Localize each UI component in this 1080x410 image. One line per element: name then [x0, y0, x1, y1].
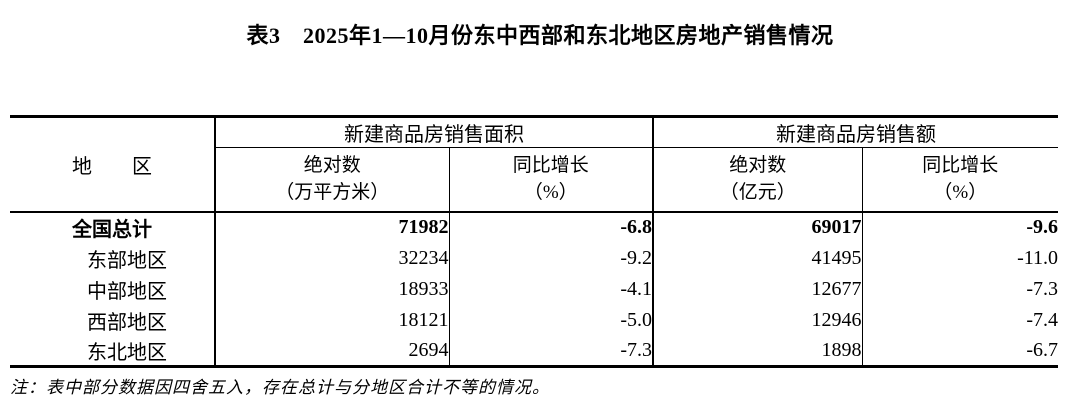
table-row-east: 东部地区 32234 -9.2 41495 -11.0	[10, 242, 1058, 274]
region-cell: 中部地区	[10, 273, 216, 305]
subheader-area-yoy: 同比增长 （%）	[449, 147, 654, 213]
area-abs-cell: 18933	[215, 273, 450, 305]
amount-abs-cell: 1898	[653, 335, 863, 367]
subheader-line: 同比增长	[922, 155, 999, 177]
area-abs-cell: 32234	[215, 242, 450, 274]
region-cell: 东北地区	[10, 335, 216, 367]
table-title: 表3 2025年1—10月份东中西部和东北地区房地产销售情况	[246, 23, 834, 48]
table-row-central: 中部地区 18933 -4.1 12677 -7.3	[10, 273, 1058, 305]
amount-abs-cell: 12677	[653, 273, 863, 305]
subheader-unit: （%）	[933, 182, 988, 204]
amount-abs-cell: 12946	[653, 304, 863, 336]
table-row-west: 西部地区 18121 -5.0 12946 -7.4	[10, 304, 1058, 336]
sub-header-row: 绝对数 （万平方米） 同比增长 （%） 绝对数 （亿元） 同比增长 （%）	[10, 147, 1058, 213]
subheader-area-absolute: 绝对数 （万平方米）	[215, 147, 450, 213]
table-row-national-total: 全国总计 71982 -6.8 69017 -9.6	[10, 211, 1058, 243]
amount-yoy-cell: -6.7	[1026, 338, 1058, 361]
subheader-amount-absolute: 绝对数 （亿元）	[653, 147, 863, 213]
subheader-line: 绝对数	[729, 155, 787, 177]
table-row-northeast: 东北地区 2694 -7.3 1898 -6.7	[10, 335, 1058, 367]
group-header-sales-amount: 新建商品房销售额	[653, 116, 1058, 148]
subheader-unit: （%）	[523, 182, 578, 204]
area-abs-cell: 2694	[215, 335, 450, 367]
amount-yoy-cell: -11.0	[1017, 246, 1058, 269]
subheader-line: 同比增长	[512, 155, 589, 177]
area-yoy-cell: -4.1	[449, 273, 654, 305]
area-abs-cell: 71982	[215, 211, 450, 243]
group-header-sales-area: 新建商品房销售面积	[215, 116, 654, 148]
region-column-header: 地 区	[10, 116, 216, 213]
group-header-row: 地 区 新建商品房销售面积 新建商品房销售额	[10, 116, 1058, 213]
amount-abs-cell: 69017	[653, 211, 863, 243]
amount-abs-cell: 41495	[653, 242, 863, 274]
subheader-unit: （万平方米）	[275, 182, 390, 204]
subheader-line: 绝对数	[303, 155, 361, 177]
amount-yoy-cell: -7.3	[1026, 277, 1058, 300]
amount-yoy-cell: -9.6	[1026, 216, 1058, 238]
regional-sales-table: 地 区 新建商品房销售面积 新建商品房销售额 绝对数 （万平方米） 同比增长 （…	[10, 115, 1058, 368]
area-abs-cell: 18121	[215, 304, 450, 336]
footnote: 注：表中部分数据因四舍五入，存在总计与分地区合计不等的情况。	[10, 378, 550, 397]
subheader-amount-yoy: 同比增长 （%）	[862, 147, 1058, 213]
region-cell: 西部地区	[10, 304, 216, 336]
subheader-unit: （亿元）	[719, 182, 796, 204]
area-yoy-cell: -9.2	[449, 242, 654, 274]
amount-yoy-cell: -7.4	[1026, 308, 1058, 331]
area-yoy-cell: -7.3	[449, 335, 654, 367]
region-cell: 东部地区	[10, 242, 216, 274]
area-yoy-cell: -6.8	[449, 211, 654, 243]
region-cell: 全国总计	[10, 211, 216, 243]
area-yoy-cell: -5.0	[449, 304, 654, 336]
